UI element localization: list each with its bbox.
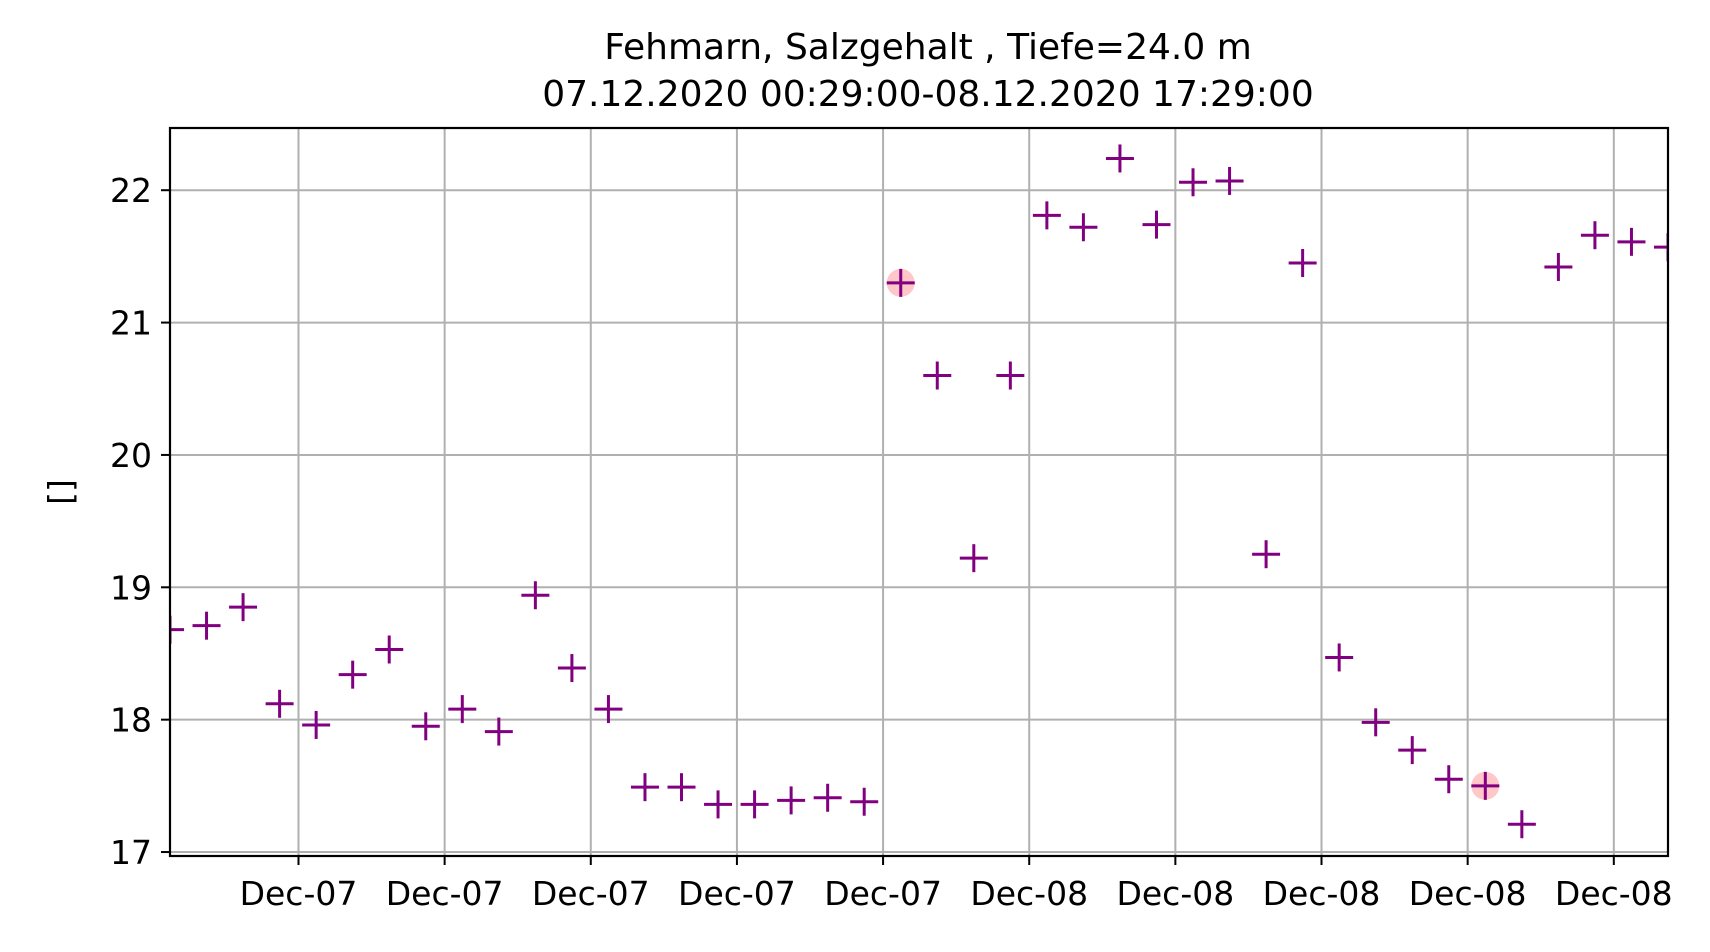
y-tick-label: 17	[110, 833, 152, 872]
x-tick-label: Dec-07	[240, 874, 358, 913]
data-point	[1325, 643, 1354, 672]
data-point	[1471, 771, 1500, 800]
data-point	[170, 615, 184, 644]
data-point	[850, 787, 879, 816]
data-point	[302, 710, 331, 739]
chart-subtitle: 07.12.2020 00:29:00-08.12.2020 17:29:00	[542, 74, 1314, 115]
data-point	[1507, 810, 1536, 839]
y-tick-label: 19	[110, 568, 152, 607]
data-point	[1215, 166, 1244, 195]
y-tick-label: 20	[110, 436, 152, 475]
data-point	[667, 773, 696, 802]
data-point	[630, 773, 659, 802]
data-point	[886, 268, 915, 297]
x-tick-label: Dec-07	[678, 874, 796, 913]
data-point	[1398, 736, 1427, 765]
grid	[170, 128, 1668, 856]
data-point	[1032, 201, 1061, 230]
data-point	[777, 786, 806, 815]
y-tick-label: 18	[110, 701, 152, 740]
data-point	[1617, 227, 1646, 256]
data-point	[411, 712, 440, 741]
x-axis-ticks: Dec-07 Dec-07 Dec-07 Dec-07 Dec-07 Dec-08 Dec-…	[240, 856, 1673, 913]
x-tick-label: Dec-07	[532, 874, 650, 913]
x-tick-label: Dec-08	[1409, 874, 1527, 913]
data-point	[740, 790, 769, 819]
data-point	[1434, 765, 1463, 794]
data-point	[1179, 168, 1208, 197]
data-point	[1288, 249, 1317, 278]
data-point	[338, 660, 367, 689]
x-tick-label: Dec-08	[1263, 874, 1381, 913]
chart-title: Fehmarn, Salzgehalt , Tiefe=24.0 m	[604, 27, 1252, 68]
data-point	[594, 695, 623, 724]
data-point	[375, 635, 404, 664]
y-axis-label: []	[41, 479, 80, 505]
data-point	[813, 783, 842, 812]
y-tick-label: 22	[110, 171, 152, 210]
data-point	[1069, 213, 1098, 242]
data-point	[1580, 221, 1609, 250]
data-points	[170, 144, 1668, 839]
data-point	[959, 544, 988, 573]
y-tick-label: 21	[110, 304, 152, 343]
data-point	[521, 581, 550, 610]
data-point	[923, 361, 952, 390]
x-tick-label: Dec-08	[970, 874, 1088, 913]
x-tick-label: Dec-08	[1116, 874, 1234, 913]
data-point	[996, 361, 1025, 390]
plot-area-frame	[168, 126, 1670, 858]
data-point	[1252, 540, 1281, 569]
data-point	[557, 654, 586, 683]
data-point	[265, 689, 294, 718]
x-tick-label: Dec-07	[824, 874, 942, 913]
data-point	[484, 717, 513, 746]
x-tick-label: Dec-07	[386, 874, 504, 913]
data-point	[1361, 708, 1390, 737]
x-tick-label: Dec-08	[1555, 874, 1673, 913]
y-axis-ticks: 17 18 19 20 21 22	[110, 171, 170, 872]
data-point	[1654, 233, 1668, 262]
data-point	[1105, 144, 1134, 173]
data-point	[1544, 252, 1573, 281]
data-point	[448, 695, 477, 724]
data-point	[704, 790, 733, 819]
data-point	[229, 593, 258, 622]
data-point	[1142, 210, 1171, 239]
data-point	[192, 611, 221, 640]
